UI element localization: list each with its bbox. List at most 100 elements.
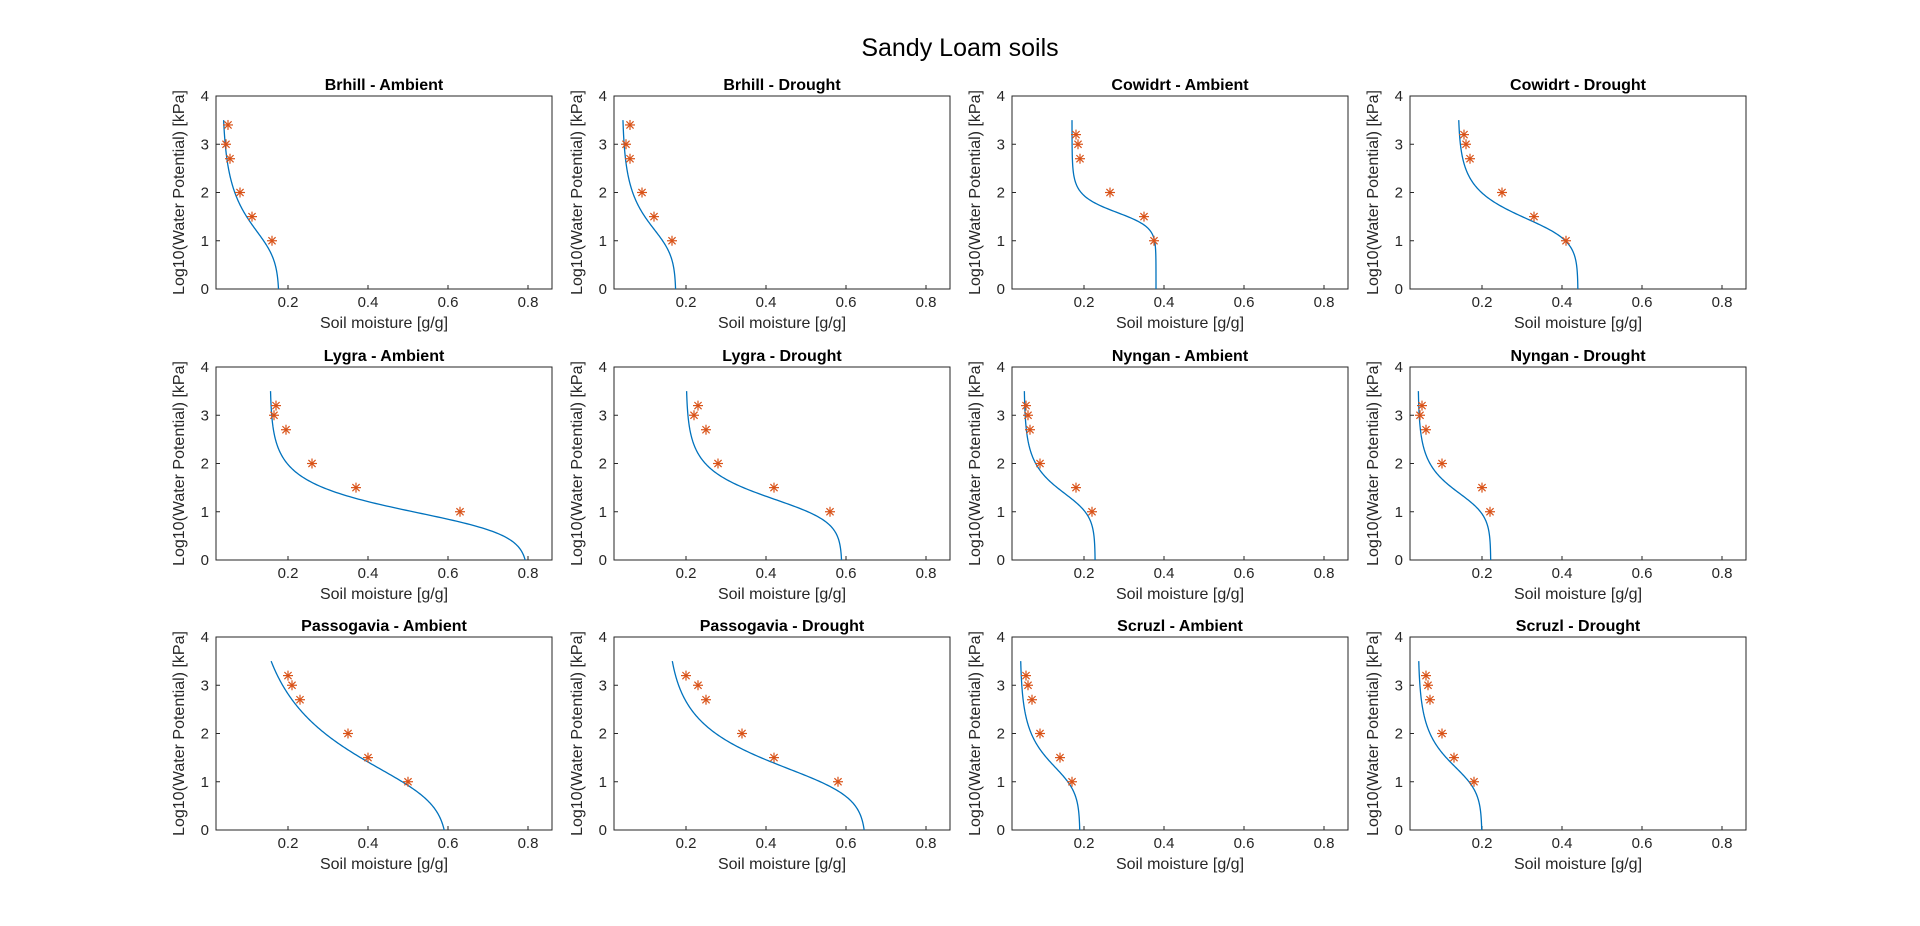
- subplot-title: Nyngan - Drought: [1510, 348, 1646, 365]
- y-tick-label: 4: [997, 629, 1005, 646]
- y-tick-label: 0: [1395, 822, 1403, 839]
- data-point: [247, 212, 257, 222]
- subplot-title: Cowidrt - Ambient: [1111, 77, 1249, 94]
- subplot-10: Passogavia - Drought 0.2 0.4 0.6 0.8 0 1 2 3 4 Soi…: [569, 618, 950, 873]
- y-tick-label: 1: [599, 504, 607, 521]
- data-point: [225, 154, 235, 164]
- data-point: [625, 154, 635, 164]
- y-tick-label: 2: [201, 726, 209, 743]
- y-tick-label: 3: [997, 677, 1005, 694]
- x-axis-label: Soil moisture [g/g]: [1514, 315, 1642, 332]
- y-tick-label: 1: [997, 504, 1005, 521]
- x-axis-label: Soil moisture [g/g]: [1116, 586, 1244, 603]
- subplot-title: Nyngan - Ambient: [1112, 348, 1249, 365]
- subplot-title: Passogavia - Drought: [700, 618, 865, 635]
- y-tick-label: 0: [599, 822, 607, 839]
- y-tick-label: 0: [599, 281, 607, 298]
- x-tick-label: 0.4: [1552, 565, 1573, 582]
- data-point: [689, 410, 699, 420]
- x-tick-label: 0.2: [676, 565, 697, 582]
- y-tick-label: 0: [997, 552, 1005, 569]
- data-point: [351, 483, 361, 493]
- data-point: [625, 120, 635, 130]
- data-point: [693, 680, 703, 690]
- y-axis-label: Log10(Water Potential) [kPa]: [569, 631, 586, 836]
- figure-title: Sandy Loam soils: [861, 34, 1058, 62]
- x-tick-label: 0.8: [916, 835, 937, 852]
- x-tick-label: 0.8: [518, 294, 539, 311]
- data-point: [1073, 139, 1083, 149]
- x-tick-label: 0.4: [756, 565, 777, 582]
- x-tick-label: 0.8: [1314, 565, 1335, 582]
- data-point: [1105, 188, 1115, 198]
- data-point: [1459, 130, 1469, 140]
- y-tick-label: 4: [599, 359, 607, 376]
- x-tick-label: 0.4: [1154, 835, 1175, 852]
- data-point: [701, 425, 711, 435]
- x-tick-label: 0.2: [278, 835, 299, 852]
- axes-box: [216, 96, 552, 289]
- data-point: [1023, 410, 1033, 420]
- y-tick-label: 2: [997, 726, 1005, 743]
- y-tick-label: 3: [1395, 677, 1403, 694]
- x-axis-label: Soil moisture [g/g]: [320, 856, 448, 873]
- x-tick-label: 0.2: [1472, 835, 1493, 852]
- y-tick-label: 3: [1395, 136, 1403, 153]
- data-point: [223, 120, 233, 130]
- y-tick-label: 0: [599, 552, 607, 569]
- data-point: [1021, 401, 1031, 411]
- y-tick-label: 4: [1395, 88, 1403, 105]
- x-tick-label: 0.6: [1632, 835, 1653, 852]
- x-tick-label: 0.6: [1632, 294, 1653, 311]
- x-tick-label: 0.4: [1552, 835, 1573, 852]
- y-tick-label: 1: [1395, 233, 1403, 250]
- y-tick-label: 3: [1395, 407, 1403, 424]
- data-point: [667, 236, 677, 246]
- x-tick-label: 0.6: [836, 565, 857, 582]
- subplot-7: Nyngan - Ambient0.2 0.4 0.6 0.801234Soil mo…: [967, 348, 1348, 603]
- x-tick-label: 0.6: [836, 294, 857, 311]
- x-tick-label: 0.2: [1472, 565, 1493, 582]
- data-point: [825, 507, 835, 517]
- data-point: [621, 139, 631, 149]
- x-axis-label: Soil moisture [g/g]: [320, 315, 448, 332]
- x-tick-label: 0.4: [1552, 294, 1573, 311]
- data-point: [1035, 729, 1045, 739]
- data-point: [1027, 695, 1037, 705]
- axes-box: [1012, 367, 1348, 560]
- axes-box: [1012, 637, 1348, 830]
- data-point: [271, 401, 281, 411]
- y-tick-label: 4: [997, 88, 1005, 105]
- y-tick-label: 4: [1395, 629, 1403, 646]
- subplot-title: Passogavia - Ambient: [301, 618, 467, 635]
- data-point: [1025, 425, 1035, 435]
- data-point: [1421, 425, 1431, 435]
- x-tick-label: 0.2: [1472, 294, 1493, 311]
- y-tick-label: 2: [599, 456, 607, 473]
- x-tick-label: 0.8: [1712, 835, 1733, 852]
- subplot-8: Nyngan - Drought0.2 0.4 0.6 0.801234Soil mo…: [1365, 348, 1746, 603]
- y-tick-label: 2: [201, 456, 209, 473]
- y-tick-label: 3: [201, 407, 209, 424]
- x-axis-label: Soil moisture [g/g]: [718, 586, 846, 603]
- data-point: [693, 401, 703, 411]
- data-point: [1417, 401, 1427, 411]
- x-tick-label: 0.6: [1632, 565, 1653, 582]
- y-tick-label: 1: [599, 233, 607, 250]
- data-point: [1561, 236, 1571, 246]
- data-point: [403, 777, 413, 787]
- subplot-title: Brhill - Ambient: [325, 77, 444, 94]
- y-axis-label: Log10(Water Potential) [kPa]: [171, 361, 188, 566]
- data-point: [455, 507, 465, 517]
- x-axis-label: Soil moisture [g/g]: [718, 856, 846, 873]
- data-point: [1497, 188, 1507, 198]
- data-point: [1055, 753, 1065, 763]
- y-tick-label: 0: [201, 822, 209, 839]
- data-point: [681, 671, 691, 681]
- data-point: [343, 729, 353, 739]
- y-tick-label: 4: [1395, 359, 1403, 376]
- data-point: [1437, 729, 1447, 739]
- x-tick-label: 0.6: [438, 835, 459, 852]
- data-point: [1477, 483, 1487, 493]
